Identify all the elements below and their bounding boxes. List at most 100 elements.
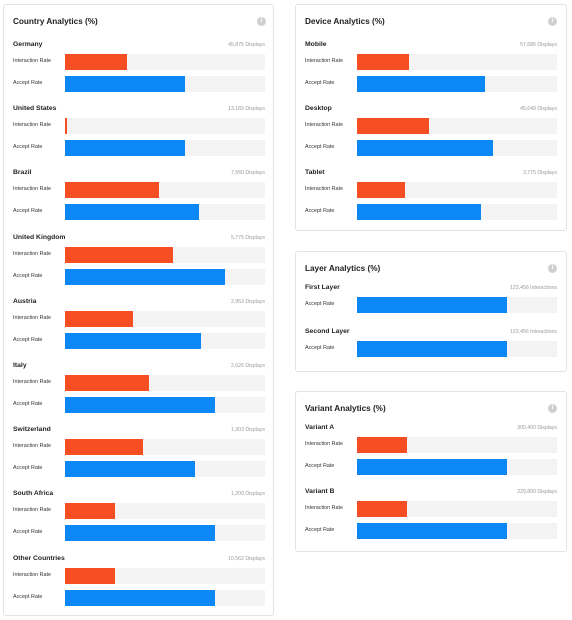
- accept-rate-label: Accept Rate: [305, 80, 335, 86]
- group-name: South Africa: [13, 490, 54, 498]
- accept-rate-label: Accept Rate: [13, 336, 43, 343]
- interaction-rate-bar-track: [65, 54, 265, 70]
- accept-rate-bar-fill: [65, 589, 215, 606]
- accept-rate-row: Accept Rate: [305, 76, 557, 92]
- display-count: 7,560 Displays: [230, 170, 265, 177]
- display-count: 13,169 Displays: [228, 106, 265, 113]
- accept-rate-row: Accept Rate: [13, 204, 265, 221]
- group-header: United States 13,169 Displays: [13, 105, 265, 117]
- accept-rate-bar-track: [65, 525, 265, 542]
- display-count: 5,775 Displays: [230, 234, 265, 241]
- card-title: Variant Analytics (%): [305, 404, 386, 413]
- group-name: Germany: [13, 41, 43, 48]
- accept-rate-label: Accept Rate: [305, 208, 335, 214]
- card-title: Layer Analytics (%): [305, 264, 381, 273]
- accept-rate-label: Accept Rate: [13, 272, 43, 279]
- group-name: Desktop: [305, 105, 332, 112]
- info-icon[interactable]: i: [548, 17, 557, 26]
- interaction-rate-bar-track: [65, 567, 265, 584]
- interaction-rate-row: Interaction Rate: [13, 567, 265, 584]
- interaction-rate-bar-track: [65, 118, 265, 135]
- display-count: 2,953 Displays: [230, 298, 265, 305]
- accept-rate-bar-track: [65, 397, 265, 413]
- display-count: 123,456 Interactions: [509, 285, 557, 291]
- interaction-rate-bar-track: [357, 437, 557, 453]
- interaction-rate-bar-fill: [357, 501, 407, 517]
- accept-rate-bar-fill: [357, 341, 507, 357]
- interaction-rate-row: Interaction Rate: [13, 54, 265, 70]
- group-name: Mobile: [305, 41, 327, 48]
- accept-rate-row: Accept Rate: [13, 76, 265, 92]
- accept-rate-row: Accept Rate: [305, 341, 557, 357]
- accept-rate-bar-track: [65, 461, 265, 478]
- accept-rate-row: Accept Rate: [13, 589, 265, 606]
- display-count: 1,200 Displays: [230, 491, 265, 498]
- interaction-rate-label: Interaction Rate: [13, 186, 52, 193]
- display-count: 10,562 Displays: [228, 555, 265, 562]
- accept-rate-label: Accept Rate: [305, 527, 335, 533]
- display-count: 3,775 Displays: [522, 170, 557, 176]
- accept-rate-row: Accept Rate: [13, 525, 265, 542]
- accept-rate-bar-fill: [65, 525, 215, 542]
- metric-group: Switzerland 1,303 Displays Interaction Rat…: [13, 426, 265, 483]
- accept-rate-row: Accept Rate: [305, 140, 557, 156]
- interaction-rate-label: Interaction Rate: [13, 58, 52, 64]
- accept-rate-label: Accept Rate: [13, 144, 43, 151]
- info-icon[interactable]: i: [257, 17, 266, 26]
- info-icon[interactable]: i: [548, 404, 557, 413]
- accept-rate-bar-track: [65, 76, 265, 92]
- group-header: United Kingdom 5,775 Displays: [13, 234, 265, 246]
- group-name: United Kingdom: [13, 233, 66, 241]
- accept-rate-row: Accept Rate: [13, 268, 265, 285]
- interaction-rate-row: Interaction Rate: [13, 310, 265, 327]
- group-header: Desktop 45,649 Displays: [305, 105, 557, 117]
- display-count: 123,456 Interactions: [509, 329, 557, 335]
- accept-rate-bar-track: [65, 204, 265, 221]
- metric-group: Austria 2,953 Displays Interaction Rate Acc…: [13, 298, 265, 355]
- accept-rate-row: Accept Rate: [13, 397, 265, 413]
- display-count: 300,400 Displays: [517, 425, 557, 431]
- interaction-rate-label: Interaction Rate: [305, 441, 344, 447]
- group-header: Germany 45,875 Displays: [13, 41, 265, 53]
- accept-rate-label: Accept Rate: [13, 593, 43, 600]
- interaction-rate-bar-fill: [65, 54, 127, 70]
- accept-rate-bar-track: [65, 589, 265, 606]
- interaction-rate-bar-fill: [65, 375, 149, 391]
- interaction-rate-row: Interaction Rate: [13, 503, 265, 520]
- accept-rate-bar-track: [357, 341, 557, 357]
- accept-rate-row: Accept Rate: [305, 297, 557, 313]
- accept-rate-bar-track: [65, 268, 265, 285]
- accept-rate-bar-fill: [65, 397, 215, 413]
- card-title: Device Analytics (%): [305, 17, 385, 26]
- accept-rate-label: Accept Rate: [13, 80, 43, 86]
- interaction-rate-bar-track: [357, 501, 557, 517]
- interaction-rate-row: Interaction Rate: [305, 182, 557, 198]
- interaction-rate-bar-fill: [357, 182, 405, 198]
- group-header: Switzerland 1,303 Displays: [13, 426, 265, 438]
- metric-group: Brazil 7,560 Displays Interaction Rate Acce…: [13, 169, 265, 226]
- interaction-rate-row: Interaction Rate: [13, 439, 265, 456]
- interaction-rate-bar-fill: [357, 54, 409, 70]
- group-header: Brazil 7,560 Displays: [13, 169, 265, 181]
- accept-rate-bar-fill: [65, 268, 225, 285]
- accept-rate-bar-track: [65, 140, 265, 157]
- interaction-rate-label: Interaction Rate: [13, 571, 52, 578]
- metric-group: United States 13,169 Displays Interaction …: [13, 105, 265, 162]
- interaction-rate-bar-track: [357, 182, 557, 198]
- metric-group: Desktop 45,649 Displays Interaction Rate Ac…: [305, 105, 557, 162]
- group-header: Other Countries 10,562 Displays: [13, 555, 265, 567]
- metric-group: Second Layer 123,456 Interactions Accept R…: [305, 328, 557, 358]
- interaction-rate-bar-track: [65, 503, 265, 520]
- metric-group: Italy 2,626 Displays Interaction Rate Accep…: [13, 362, 265, 419]
- info-icon[interactable]: i: [548, 264, 557, 273]
- accept-rate-bar-track: [357, 523, 557, 539]
- interaction-rate-bar-track: [65, 375, 265, 391]
- group-name: Other Countries: [13, 554, 65, 562]
- accept-rate-bar-fill: [357, 459, 507, 475]
- metric-group: Other Countries 10,562 Displays Interactio…: [13, 555, 265, 612]
- group-name: United States: [13, 105, 57, 113]
- interaction-rate-bar-fill: [65, 182, 159, 199]
- interaction-rate-row: Interaction Rate: [305, 501, 557, 517]
- interaction-rate-row: Interaction Rate: [13, 118, 265, 135]
- group-name: Austria: [13, 297, 37, 305]
